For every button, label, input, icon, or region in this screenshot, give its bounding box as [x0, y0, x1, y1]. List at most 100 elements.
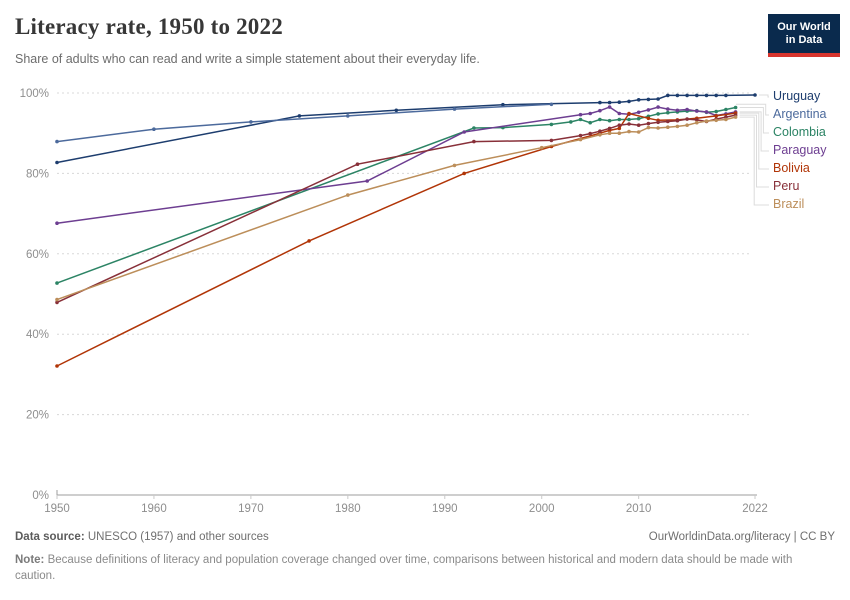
data-point [297, 114, 302, 118]
data-point [569, 120, 573, 124]
data-point [549, 138, 554, 143]
data-point [656, 97, 660, 101]
data-point [55, 364, 59, 368]
legend-connector-uruguay [759, 94, 769, 98]
owid-license-link[interactable]: OurWorldinData.org/literacy | CC BY [648, 531, 835, 543]
owid-logo-text: Our World in Data [768, 14, 840, 53]
legend-connector-peru [739, 114, 769, 188]
data-point [656, 126, 660, 130]
logo-line1: Our World [777, 21, 831, 33]
y-tick-label-0: 0% [32, 490, 49, 502]
series-points-peru [55, 113, 738, 305]
data-point [695, 118, 699, 122]
series-points-uruguay [55, 93, 757, 165]
legend-connector-colombia [739, 107, 769, 134]
data-point [704, 110, 709, 114]
series-line-colombia[interactable] [56, 106, 736, 284]
data-point [685, 93, 689, 98]
legend-connector-paraguay [739, 111, 769, 152]
data-point [578, 133, 583, 138]
data-point [578, 112, 583, 117]
data-point [636, 116, 641, 121]
data-point [55, 281, 59, 285]
data-point [598, 108, 602, 113]
data-point [714, 114, 718, 118]
series-line-bolivia[interactable] [56, 112, 736, 367]
data-point [617, 131, 622, 135]
data-point [724, 93, 728, 98]
data-point [666, 125, 670, 129]
data-point [549, 102, 554, 107]
data-point [724, 117, 728, 122]
data-point [578, 117, 583, 122]
data-point [346, 193, 350, 197]
legend-item-paraguay[interactable]: Paraguay [773, 143, 827, 157]
data-point [733, 105, 738, 110]
data-point [627, 117, 631, 122]
data-source-text: UNESCO (1957) and other sources [87, 531, 269, 543]
chart-note: Note: Because definitions of literacy an… [15, 552, 820, 584]
legend-item-colombia[interactable]: Colombia [773, 125, 826, 139]
data-point [636, 98, 641, 102]
data-point [646, 97, 651, 102]
data-source-line: Data source: UNESCO (1957) and other sou… [15, 531, 269, 543]
data-point [666, 110, 670, 115]
data-point [365, 179, 370, 183]
data-point [472, 139, 476, 144]
data-point [675, 93, 680, 98]
data-point [666, 119, 670, 124]
series-points-paraguay [55, 105, 738, 225]
data-point [675, 124, 680, 129]
data-point [598, 117, 602, 122]
legend-connector-brazil [739, 116, 769, 206]
data-point [55, 160, 59, 165]
legend-item-bolivia[interactable]: Bolivia [773, 161, 810, 175]
y-axis-labels: 0% 20% 40% 60% 80% 100% [20, 88, 49, 502]
series-line-brazil[interactable] [56, 116, 736, 301]
data-point [55, 221, 59, 225]
data-point [666, 107, 670, 111]
x-tick-label-2010: 2010 [626, 503, 652, 515]
data-point [685, 117, 689, 121]
data-point [636, 123, 641, 127]
legend-item-brazil[interactable]: Brazil [773, 197, 805, 211]
data-point [733, 115, 738, 119]
data-point [346, 114, 350, 118]
note-label: Note: [15, 554, 45, 566]
note-text: Because definitions of literacy and popu… [15, 554, 793, 582]
x-tick-label-1970: 1970 [238, 503, 264, 515]
data-point [588, 111, 592, 116]
data-point [452, 107, 457, 111]
data-point [646, 125, 651, 130]
data-point [55, 297, 59, 302]
data-point [607, 100, 612, 105]
logo-red-bar [768, 53, 840, 57]
chart-subtitle: Share of adults who can read and write a… [15, 52, 480, 66]
x-tick-label-2000: 2000 [529, 503, 555, 515]
data-point [656, 105, 660, 109]
data-point [249, 120, 253, 124]
chart-legend: Uruguay Argentina Colombia Paraguay Bolivia P… [773, 89, 827, 211]
legend-item-argentina[interactable]: Argentina [773, 107, 827, 121]
x-axis-labels: 1950 1960 1970 1980 1990 2000 2010 2022 [44, 495, 768, 515]
data-point [617, 123, 622, 127]
legend-item-uruguay[interactable]: Uruguay [773, 89, 821, 103]
data-point [695, 93, 699, 98]
data-point [704, 119, 709, 123]
legend-connector-argentina [736, 103, 769, 116]
data-point [307, 239, 311, 243]
y-tick-label-80: 80% [26, 168, 49, 180]
series-line-argentina[interactable] [56, 103, 552, 143]
data-point [452, 163, 457, 168]
y-tick-label-20: 20% [26, 410, 49, 422]
owid-logo[interactable]: Our World in Data [768, 14, 840, 57]
data-point [627, 122, 631, 126]
data-point [152, 127, 156, 131]
data-source-label: Data source: [15, 531, 85, 543]
data-point [714, 118, 718, 123]
data-point [753, 93, 757, 97]
x-tick-label-1980: 1980 [335, 503, 361, 515]
y-tick-label-100: 100% [20, 88, 49, 100]
legend-item-peru[interactable]: Peru [773, 179, 800, 193]
grid-lines [56, 92, 757, 496]
